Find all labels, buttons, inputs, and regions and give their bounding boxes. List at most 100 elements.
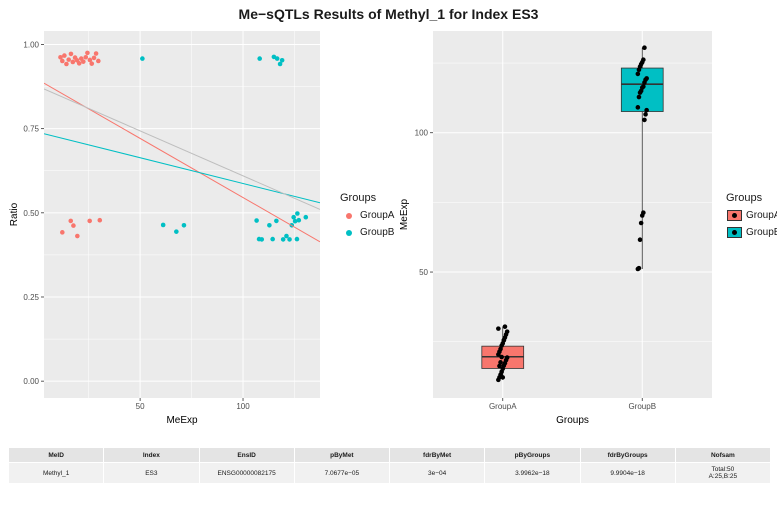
scatter-point-groupa xyxy=(62,53,67,58)
scatter-point-groupa xyxy=(76,61,82,66)
box-panel-bg xyxy=(433,31,712,398)
scatter-point-groupa xyxy=(58,54,63,60)
cell-meid: Methyl_1 xyxy=(7,462,105,484)
header-fdrbygroups: fdrByGroups xyxy=(579,447,676,463)
scatter-point-groupa xyxy=(75,233,80,239)
box-y-tick-label: 100 xyxy=(415,129,429,138)
box-jitter-point-groupb xyxy=(635,105,641,110)
box-jitter-point-groupb xyxy=(637,237,643,243)
box-legend-label-groupa: GroupA xyxy=(746,210,777,221)
box-jitter-point-groupa xyxy=(501,338,507,343)
header-pbymet: pByMet xyxy=(293,447,391,463)
scatter-point-groupb xyxy=(174,229,179,234)
box-legend-title: Groups xyxy=(726,192,763,204)
regression-line-groupa xyxy=(44,82,320,243)
scatter-point-groupb xyxy=(257,56,262,61)
scatter-point-groupb xyxy=(270,236,275,242)
cell-fdrbymet: 3e−04 xyxy=(388,462,486,484)
scatter-point-groupb xyxy=(277,61,283,67)
box-legend-key-groupa xyxy=(726,207,743,224)
scatter-point-groupa xyxy=(64,61,69,67)
box-jitter-point-groupb xyxy=(636,94,642,100)
scatter-point-groupa xyxy=(85,50,90,56)
scatter-point-groupa xyxy=(70,59,76,65)
scatter-legend-label-groupa: GroupA xyxy=(360,210,395,221)
scatter-point-groupa xyxy=(71,223,76,228)
box-jitter-point-groupb xyxy=(641,57,646,63)
scatter-legend-title: Groups xyxy=(340,192,377,204)
cell-ensid: ENSG00000082175 xyxy=(198,462,295,484)
scatter-x-tick-label: 100 xyxy=(236,402,250,411)
scatter-y-tick-label: 1.00 xyxy=(23,40,39,49)
scatter-y-tick-label: 0.50 xyxy=(23,209,39,218)
results-header-row: MeID Index EnsID pByMet fdrByMet pByGrou… xyxy=(7,447,772,463)
cell-pbymet: 7.0677e−05 xyxy=(293,462,391,484)
box-jitter-point-groupa xyxy=(504,329,510,334)
scatter-point-groupb xyxy=(303,214,309,220)
box-jitter-point-groupa xyxy=(504,355,510,360)
cell-nofsam-total: Total:50 xyxy=(711,466,735,473)
scatter-point-groupb xyxy=(267,222,272,228)
box-jitter-point-groupb xyxy=(638,220,644,226)
scatter-legend-label-groupb: GroupB xyxy=(360,227,395,238)
scatter-point-groupb xyxy=(291,214,296,220)
box-legend-item-groupa: GroupA xyxy=(726,207,777,224)
scatter-point-groupb xyxy=(274,56,280,61)
scatter-point-groupb xyxy=(280,237,286,242)
results-row: Methyl_1 ES3 ENSG00000082175 7.0677e−05 … xyxy=(7,462,772,484)
box-x-tick-label: GroupB xyxy=(628,402,656,411)
box-legend: Groups GroupA GroupB xyxy=(726,192,777,241)
scatter-point-groupa xyxy=(68,51,74,57)
scatter-point-groupb xyxy=(292,218,298,224)
header-nofsam: Nofsam xyxy=(674,447,772,463)
box-jitter-point-groupa xyxy=(500,375,506,380)
scatter-plot: 0.00 0.25 0.50 0.75 1.00 50 100 MeExp Ratio xyxy=(9,31,320,426)
scatter-point-groupa xyxy=(97,217,103,223)
header-fdrbymet: fdrByMet xyxy=(388,447,486,463)
scatter-point-groupa xyxy=(81,59,86,64)
scatter-point-groupb xyxy=(284,233,289,239)
regression-line-all xyxy=(44,88,320,210)
scatter-point-groupa xyxy=(87,218,92,224)
header-pbygroups: pByGroups xyxy=(484,447,581,463)
scatter-legend-item-groupa: GroupA xyxy=(340,207,394,224)
box-y-axis-title: MeExp xyxy=(399,199,410,231)
scatter-x-axis-title: MeExp xyxy=(166,415,198,426)
scatter-point-groupa xyxy=(93,51,99,56)
box-plot: 50 100 GroupA GroupB Groups MeExp xyxy=(399,31,712,426)
header-ensid: EnsID xyxy=(198,447,295,463)
scatter-point-groupa xyxy=(96,58,101,64)
cell-index: ES3 xyxy=(103,462,200,484)
box-jitter-point-groupb xyxy=(641,210,646,215)
scatter-point-groupb xyxy=(254,218,259,223)
box-jitter-point-groupb xyxy=(642,117,647,123)
box-jitter-point-groupb xyxy=(643,112,648,117)
box-x-tick-label: GroupA xyxy=(489,402,517,411)
box-legend-item-groupb: GroupB xyxy=(726,224,777,241)
scatter-point-groupb xyxy=(296,217,302,223)
scatter-point-groupb xyxy=(181,222,187,228)
scatter-point-groupa xyxy=(87,57,93,63)
scatter-x-tick-label: 50 xyxy=(136,402,145,411)
box-jitter-point-groupa xyxy=(498,360,503,365)
cell-pbygroups: 3.9962e−18 xyxy=(484,462,581,484)
box-legend-label-groupb: GroupB xyxy=(746,227,777,238)
chart-title: Me−sQTLs Results of Methyl_1 for Index E… xyxy=(238,6,539,22)
cell-nofsam: Total:50 A:25,B:25 xyxy=(674,462,772,484)
scatter-point-groupb xyxy=(294,236,300,242)
scatter-point-groupb xyxy=(295,211,300,216)
scatter-y-tick-label: 0.00 xyxy=(23,377,39,386)
scatter-point-groupb xyxy=(287,237,292,242)
scatter-panel-bg xyxy=(44,31,320,398)
scatter-point-groupb xyxy=(274,218,279,224)
scatter-point-groupb xyxy=(160,222,166,228)
scatter-y-tick-label: 0.25 xyxy=(23,293,39,302)
results-table: MeID Index EnsID pByMet fdrByMet pByGrou… xyxy=(7,447,772,484)
scatter-legend: Groups GroupA GroupB xyxy=(340,192,394,241)
scatter-point-groupa xyxy=(68,218,74,224)
scatter-point-groupa xyxy=(60,58,65,64)
box-jitter-point-groupb xyxy=(642,45,647,51)
scatter-point-groupa xyxy=(60,230,65,235)
cell-nofsam-groups: A:25,B:25 xyxy=(708,473,738,480)
